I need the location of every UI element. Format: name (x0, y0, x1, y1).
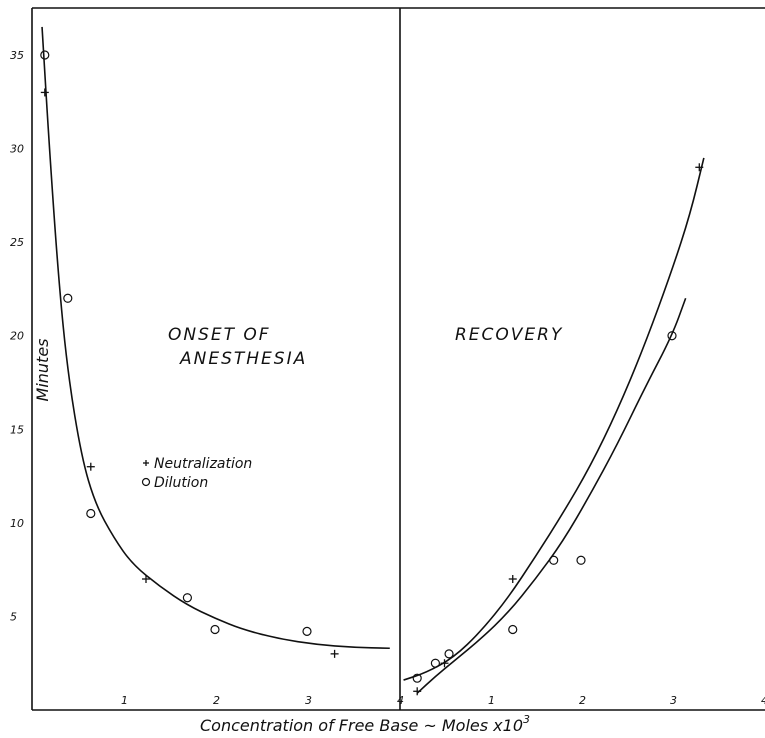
curve-dilution-fit (416, 298, 687, 694)
legend: Neutralization Dilution (141, 456, 252, 491)
x-axis-label-main: Concentration of Free Base ~ Moles x10 (200, 716, 523, 735)
legend-label-dilution: Dilution (154, 475, 208, 491)
x-tick-label: 2 (213, 694, 220, 707)
data-point-neutralization (413, 687, 422, 696)
panel-title-line1: ONSET OF (168, 325, 271, 345)
data-point-dilution (576, 555, 586, 565)
y-tick-label: 35 (10, 49, 24, 62)
panel-title: RECOVERY (455, 325, 563, 345)
y-tick-label: 5 (10, 610, 17, 623)
x-tick-label: 1 (488, 694, 495, 707)
legend-marker-dilution (141, 477, 151, 487)
data-point-neutralization (440, 659, 449, 668)
data-point-neutralization (40, 88, 49, 97)
data-point-neutralization (142, 575, 150, 583)
data-point-neutralization (695, 163, 704, 172)
chart-frame (31, 7, 765, 711)
x-tick-label: 4 (761, 694, 765, 707)
data-point-dilution (63, 293, 73, 303)
data-point-dilution (182, 593, 192, 603)
y-tick-label: 15 (10, 423, 24, 436)
legend-marker-neutralization (143, 460, 149, 466)
y-axis-label: Minutes (33, 339, 52, 402)
x-tick-label: 4 (397, 694, 404, 707)
y-tick-label: 30 (10, 143, 24, 156)
panel-recovery: 1 2 3 4 RECOVERY (403, 157, 765, 707)
x-tick-label: 3 (305, 694, 312, 707)
data-point-dilution (549, 555, 559, 565)
data-point-dilution (667, 331, 677, 341)
data-point-dilution (430, 658, 440, 668)
curve-neutralization-fit (403, 157, 705, 681)
data-point-dilution (508, 624, 518, 635)
panel-title-line2: ANESTHESIA (179, 349, 307, 369)
curve-fit (41, 26, 390, 650)
panel-onset-of-anesthesia: 5 10 15 20 25 30 35 1 2 3 4 ONSET OF ANESTHESIA Neutr… (10, 26, 404, 707)
x-tick-label: 3 (670, 694, 677, 707)
data-point-dilution (40, 50, 50, 60)
data-point-dilution (412, 673, 422, 683)
x-tick-label: 2 (579, 694, 586, 707)
legend-label-neutralization: Neutralization (154, 456, 252, 472)
y-tick-label: 10 (10, 517, 24, 530)
y-tick-label: 25 (10, 236, 24, 249)
data-point-dilution (86, 508, 96, 519)
x-axis-label-exponent: 3 (523, 713, 530, 726)
data-point-dilution (210, 624, 220, 635)
data-point-dilution (444, 649, 454, 659)
data-point-neutralization (508, 575, 517, 583)
y-tick-label: 20 (10, 330, 24, 343)
x-tick-label: 1 (121, 694, 128, 707)
data-point-dilution (302, 626, 312, 637)
x-axis-label: Concentration of Free Base ~ Moles x103 (200, 713, 530, 735)
data-point-neutralization (86, 462, 95, 471)
data-point-neutralization (330, 649, 339, 658)
